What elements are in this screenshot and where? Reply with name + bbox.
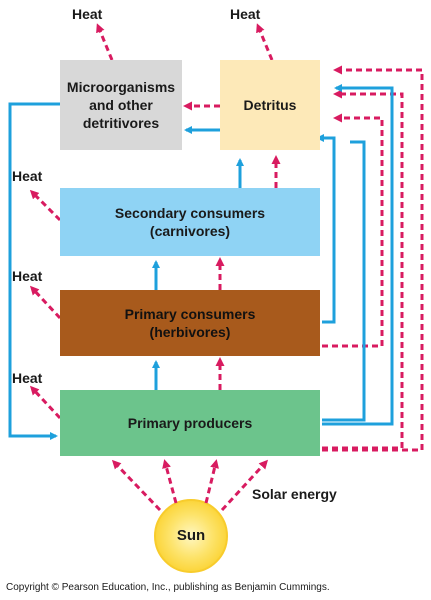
heat-arrow-producers bbox=[29, 385, 62, 420]
microorganisms-label: Microorganisms and other detritivores bbox=[66, 79, 176, 131]
cycle-producers-outer-to-detritus bbox=[322, 84, 394, 426]
energy-producers-to-detritus bbox=[322, 89, 404, 450]
heat-arrow-primary-consumers bbox=[29, 285, 62, 320]
detritus-box: Detritus bbox=[220, 60, 320, 150]
sun-label: Sun bbox=[176, 527, 206, 544]
primary-producers-box: Primary producers bbox=[60, 390, 320, 456]
copyright-text: Copyright © Pearson Education, Inc., pub… bbox=[6, 582, 330, 593]
energy-producers-outer-to-detritus bbox=[322, 65, 424, 452]
heat-label-micro: Heat bbox=[72, 6, 103, 22]
solar-arrow-2 bbox=[162, 459, 178, 504]
heat-arrow-micro bbox=[96, 23, 114, 61]
solar-energy-label: Solar energy bbox=[252, 486, 337, 502]
primary-producers-label: Primary producers bbox=[127, 415, 253, 431]
heat-label-producers: Heat bbox=[12, 370, 43, 386]
cycle-consumers-to-detritus bbox=[316, 134, 336, 324]
cycle-micro-to-producers bbox=[8, 102, 60, 440]
detritus-label: Detritus bbox=[243, 97, 297, 113]
secondary-consumers-box: Secondary consumers (carnivores) bbox=[60, 188, 320, 256]
heat-label-primary-consumers: Heat bbox=[12, 268, 43, 284]
secondary-consumers-label: Secondary consumers (carnivores) bbox=[114, 205, 266, 239]
primary-consumers-label: Primary consumers (herbivores) bbox=[124, 306, 256, 340]
solar-arrow-4 bbox=[220, 459, 269, 512]
heat-arrow-detritus bbox=[256, 23, 274, 61]
heat-arrow-secondary bbox=[29, 189, 62, 222]
heat-label-detritus: Heat bbox=[230, 6, 261, 22]
primary-consumers-box: Primary consumers (herbivores) bbox=[60, 290, 320, 356]
solar-arrow-1 bbox=[111, 459, 162, 512]
solar-arrow-3 bbox=[204, 459, 219, 504]
microorganisms-box: Microorganisms and other detritivores bbox=[60, 60, 182, 150]
heat-label-secondary: Heat bbox=[12, 168, 43, 184]
energy-consumers-to-detritus bbox=[322, 113, 384, 348]
cycle-producers-to-detritus bbox=[322, 140, 366, 422]
sun-circle bbox=[154, 499, 228, 573]
